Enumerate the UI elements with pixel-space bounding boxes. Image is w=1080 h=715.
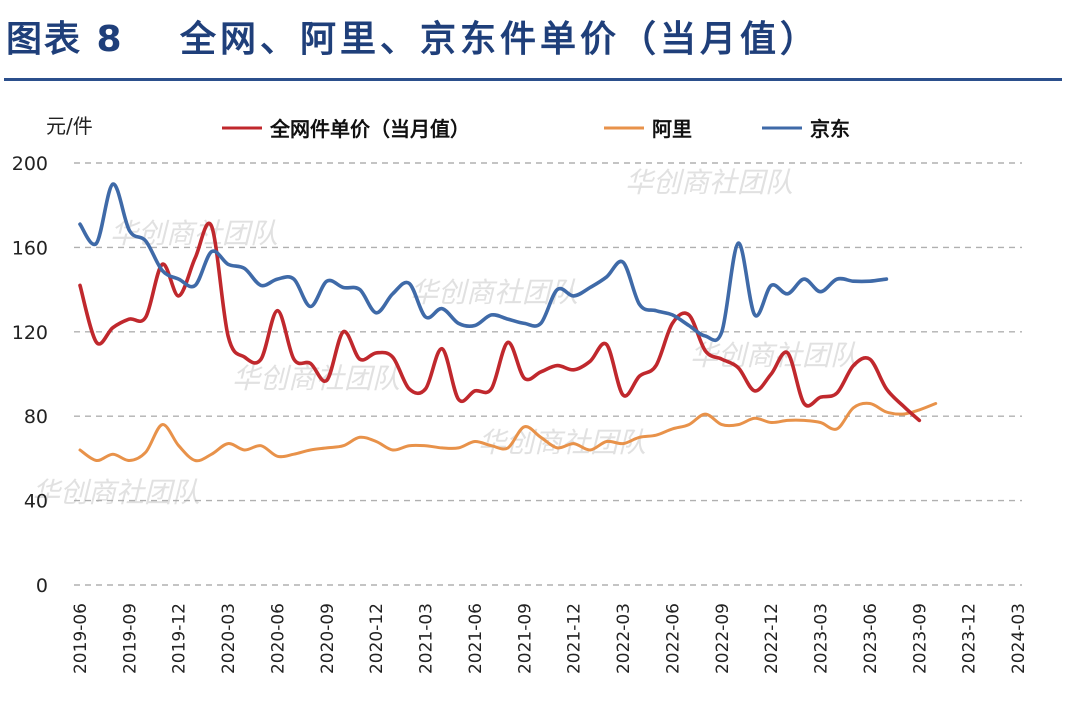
x-tick-label: 2021-06 [466, 603, 486, 674]
series-line-all-network [78, 221, 922, 423]
x-tick-label: 2023-09 [910, 603, 930, 674]
y-tick-label: 40 [24, 491, 48, 513]
x-tick-label: 2021-03 [417, 603, 437, 674]
y-tick-label: 80 [24, 406, 48, 428]
x-tick-label: 2023-12 [960, 603, 980, 674]
x-tick-label: 2020-06 [268, 603, 288, 674]
x-tick-label: 2019-12 [170, 603, 190, 674]
watermark-text: 华创商社团队 [32, 476, 200, 509]
x-tick-label: 2023-03 [812, 603, 832, 674]
figure-header: 图表 8 全网、阿里、京东件单价（当月值） [0, 0, 1080, 84]
x-tick-label: 2019-06 [71, 603, 91, 674]
watermark-text: 华创商社团队 [410, 276, 578, 309]
x-tick-label: 2022-12 [762, 603, 782, 674]
series-line-jd [78, 182, 889, 343]
figure-label: 图表 8 [6, 19, 124, 60]
y-tick-label: 200 [12, 153, 48, 175]
x-tick-label: 2020-03 [219, 603, 239, 674]
x-tick-label: 2021-09 [515, 603, 535, 674]
header-divider [4, 78, 1062, 81]
legend-label-ali: 阿里 [652, 117, 692, 141]
line-chart: 华创商社团队 华创商社团队 华创商社团队 华创商社团队 华创商社团队 华创商社团… [12, 114, 1029, 674]
legend-label-all-network: 全网件单价（当月值） [269, 117, 470, 141]
legend: 全网件单价（当月值） 阿里 京东 [222, 117, 850, 141]
watermark-group: 华创商社团队 华创商社团队 华创商社团队 华创商社团队 华创商社团队 华创商社团… [32, 166, 858, 509]
x-tick-label: 2022-03 [614, 603, 634, 674]
grid-lines [74, 162, 1022, 586]
x-axis-ticks: 2019-06 2019-09 2019-12 2020-03 2020-06 2020-… [71, 603, 1029, 674]
watermark-text: 华创商社团队 [232, 362, 400, 395]
x-tick-label: 2020-12 [367, 603, 387, 674]
y-axis-label: 元/件 [46, 114, 93, 138]
x-tick-label: 2022-06 [663, 603, 683, 674]
x-tick-label: 2021-12 [565, 603, 585, 674]
x-tick-label: 2022-09 [713, 603, 733, 674]
y-tick-label: 0 [36, 575, 48, 597]
y-tick-label: 160 [12, 237, 48, 259]
x-tick-label: 2023-06 [861, 603, 881, 674]
watermark-text: 华创商社团队 [110, 217, 278, 250]
figure-title: 全网、阿里、京东件单价（当月值） [180, 19, 821, 60]
series-line-ali [78, 401, 938, 463]
x-tick-label: 2019-09 [120, 603, 140, 674]
series-lines [78, 182, 938, 463]
y-axis-ticks: 0 40 80 120 160 200 [12, 153, 48, 597]
legend-label-jd: 京东 [810, 117, 850, 141]
watermark-text: 华创商社团队 [625, 166, 793, 199]
x-tick-label: 2024-03 [1009, 603, 1029, 674]
x-tick-label: 2020-09 [318, 603, 338, 674]
y-tick-label: 120 [12, 322, 48, 344]
